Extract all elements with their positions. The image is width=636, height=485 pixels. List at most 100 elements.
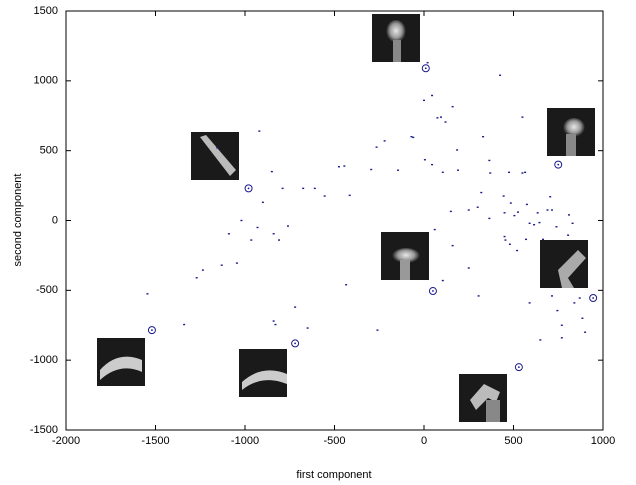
point	[525, 238, 528, 241]
point	[550, 209, 553, 211]
point	[274, 323, 277, 326]
point	[441, 279, 444, 282]
point	[272, 320, 275, 322]
thumbnail	[547, 108, 595, 156]
point	[560, 337, 563, 339]
point	[546, 209, 549, 211]
point	[533, 223, 536, 226]
point	[431, 163, 434, 166]
point	[524, 171, 527, 174]
point	[375, 146, 378, 148]
point-ring	[554, 160, 563, 169]
point-ring	[428, 287, 437, 296]
y-tick-label: -500	[36, 284, 58, 296]
y-tick-label: -1500	[30, 424, 58, 436]
point	[536, 212, 539, 214]
x-tick-label: -1500	[141, 435, 169, 447]
y-tick-label: 1500	[34, 5, 58, 17]
y-tick-label: 1000	[34, 75, 58, 87]
x-tick-label: 500	[504, 435, 522, 447]
point	[571, 222, 574, 224]
point	[525, 203, 528, 206]
x-axis-label: first component	[296, 469, 371, 481]
point	[240, 219, 243, 222]
point	[345, 284, 348, 286]
point	[539, 339, 542, 341]
point-center	[557, 163, 560, 166]
x-tick-label: 0	[421, 435, 427, 447]
point	[433, 228, 436, 231]
point	[503, 235, 506, 238]
point	[451, 105, 454, 108]
point	[410, 136, 413, 138]
point	[578, 297, 581, 299]
point	[201, 269, 204, 271]
point	[376, 329, 379, 331]
point-ring	[421, 64, 430, 73]
point	[235, 262, 238, 264]
x-tick-label: -1000	[231, 435, 259, 447]
thumbnails	[97, 14, 595, 422]
point	[549, 196, 552, 198]
point-center	[294, 342, 297, 345]
point	[323, 195, 326, 197]
point	[337, 166, 340, 168]
thumbnail	[239, 349, 287, 397]
point	[286, 225, 289, 227]
point	[508, 171, 511, 174]
point	[370, 168, 373, 171]
point	[441, 171, 444, 174]
point	[423, 99, 425, 102]
point	[567, 234, 570, 236]
point	[521, 116, 524, 118]
point	[146, 293, 149, 295]
point	[467, 267, 470, 269]
point	[457, 169, 460, 171]
point-center	[517, 366, 520, 369]
x-tick-label: -2000	[52, 435, 80, 447]
point	[573, 302, 576, 304]
thumbnail	[191, 132, 239, 180]
point	[477, 295, 480, 297]
point-center	[432, 290, 434, 292]
highlighted-point	[244, 184, 253, 193]
point	[220, 264, 223, 266]
point	[581, 317, 584, 319]
plot-area	[65, 10, 604, 431]
point	[270, 170, 273, 173]
point	[467, 209, 470, 211]
thumbnail	[372, 14, 420, 62]
point	[451, 244, 454, 247]
point	[449, 210, 452, 213]
point	[227, 233, 230, 235]
point	[502, 195, 505, 197]
point	[306, 327, 309, 329]
thumbnail	[540, 240, 588, 288]
point	[348, 194, 351, 197]
point	[412, 136, 415, 139]
point	[250, 239, 253, 241]
x-tick-label: 1000	[591, 435, 615, 447]
point	[584, 331, 587, 333]
y-tick-label: 500	[40, 145, 58, 157]
point	[503, 212, 506, 214]
point	[516, 249, 519, 252]
thumbnail	[97, 338, 145, 386]
point	[538, 221, 541, 224]
point	[504, 239, 507, 241]
x-tick-label: -500	[323, 435, 345, 447]
point-ring	[589, 294, 598, 303]
point	[281, 187, 284, 190]
point	[261, 201, 264, 204]
point	[521, 172, 524, 174]
point	[560, 324, 563, 326]
point	[556, 309, 559, 312]
point	[508, 243, 511, 245]
point	[397, 169, 400, 171]
point-ring	[291, 339, 300, 348]
point	[426, 61, 429, 64]
point-ring	[147, 326, 156, 335]
highlighted-point	[147, 326, 156, 335]
point-center	[151, 329, 153, 332]
